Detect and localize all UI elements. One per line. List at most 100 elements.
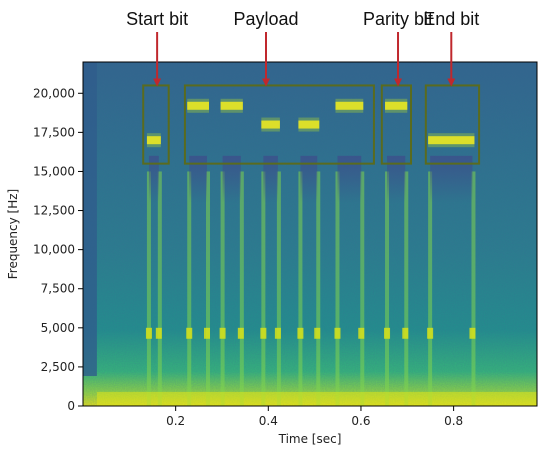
burst-tone-band — [220, 101, 243, 110]
x-tick-label: 0.6 — [351, 414, 370, 428]
y-tick-label: 5,000 — [41, 321, 75, 335]
burst-click-column — [206, 171, 211, 406]
axes: 0.2 0.4 0.6 0.8 0 2,500 5,000 7,500 10,000 12,500… — [33, 86, 463, 428]
burst-harmonic-mark — [334, 327, 341, 339]
burst-harmonic-mark — [358, 327, 365, 339]
burst-tail — [387, 155, 406, 203]
burst-harmonic-mark — [145, 327, 152, 339]
y-tick-label: 17,500 — [33, 125, 75, 139]
burst-tone-glow — [385, 98, 408, 113]
burst-tail — [148, 155, 159, 203]
burst-tone-band — [187, 101, 210, 110]
annotation-arrow-head — [261, 78, 270, 87]
annotation: Payload — [183, 9, 375, 165]
tone-burst — [384, 98, 409, 406]
tone-burst — [334, 98, 365, 406]
x-axis-label: Time [sec] — [278, 432, 342, 446]
burst-harmonic-mark — [427, 327, 434, 339]
burst-tail — [337, 155, 362, 203]
burst-tone-band — [335, 101, 364, 110]
burst-tail — [222, 155, 241, 203]
burst-harmonic-mark — [155, 327, 162, 339]
burst-tone-band — [146, 136, 161, 145]
burst-click-column — [404, 171, 409, 406]
burst-click-column — [298, 171, 303, 406]
annotation-label: Parity bit — [363, 9, 433, 29]
x-tick-label: 0.8 — [444, 414, 463, 428]
burst-harmonic-mark — [204, 327, 211, 339]
burst-click-column — [239, 171, 244, 406]
burst-tone-glow — [428, 133, 475, 148]
burst-tail — [263, 155, 278, 203]
annotation: Start bit — [126, 9, 188, 165]
burst-click-column — [471, 171, 476, 406]
burst-harmonic-mark — [297, 327, 304, 339]
burst-harmonic-mark — [384, 327, 391, 339]
annotation-arrow-head — [447, 78, 456, 87]
annotation-label: End bit — [423, 9, 479, 29]
burst-tail — [189, 155, 208, 203]
y-tick-label: 12,500 — [33, 204, 75, 218]
burst-tone-glow — [220, 98, 243, 113]
burst-click-column — [146, 171, 151, 406]
burst-harmonic-mark — [274, 327, 281, 339]
x-tick-label: 0.2 — [166, 414, 185, 428]
tone-burst — [260, 117, 281, 406]
y-axis-label: Frequency [Hz] — [6, 189, 20, 280]
spectrogram-noise — [83, 62, 537, 406]
annotation: Parity bit — [363, 9, 433, 165]
low-frequency-floor — [96, 391, 537, 406]
burst-click-column — [428, 171, 433, 406]
burst-click-column — [385, 171, 390, 406]
burst-tone-band — [298, 120, 320, 129]
y-tick-label: 10,000 — [33, 243, 75, 257]
burst-harmonic-mark — [186, 327, 193, 339]
burst-click-column — [335, 171, 340, 406]
annotation-arrow-head — [394, 78, 403, 87]
burst-tone-band — [428, 136, 475, 145]
burst-click-column — [276, 171, 281, 406]
annotation-box — [380, 84, 412, 165]
tone-burst — [297, 117, 321, 406]
burst-click-column — [316, 171, 321, 406]
burst-click-column — [261, 171, 266, 406]
annotation-label: Start bit — [126, 9, 188, 29]
burst-tone-glow — [261, 117, 280, 132]
burst-click-column — [157, 171, 162, 406]
burst-tone-glow — [187, 98, 210, 113]
tone-burst — [219, 98, 244, 406]
y-tick-label: 15,000 — [33, 164, 75, 178]
tone-burst — [186, 98, 211, 406]
y-tick-label: 20,000 — [33, 86, 75, 100]
burst-tone-band — [261, 120, 280, 129]
burst-harmonic-mark — [314, 327, 321, 339]
y-tick-label: 2,500 — [41, 360, 75, 374]
annotation-arrow-head — [153, 78, 162, 87]
annotation-box — [183, 84, 375, 165]
annotation-box — [142, 84, 170, 165]
burst-tone-glow — [146, 133, 161, 148]
annotation: End bit — [423, 9, 481, 165]
burst-harmonic-mark — [469, 327, 476, 339]
annotation-box — [424, 84, 481, 165]
burst-harmonic-mark — [402, 327, 409, 339]
burst-tone-glow — [298, 117, 320, 132]
burst-click-column — [360, 171, 365, 406]
burst-harmonic-mark — [260, 327, 267, 339]
burst-harmonic-mark — [237, 327, 244, 339]
burst-click-column — [187, 171, 192, 406]
burst-tone-glow — [335, 98, 364, 113]
burst-tone-band — [385, 101, 408, 110]
leading-silence — [83, 62, 97, 376]
plot-frame — [82, 61, 538, 407]
y-tick-label: 0 — [67, 399, 75, 413]
tone-burst — [145, 133, 162, 406]
burst-harmonic-mark — [219, 327, 226, 339]
x-tick-label: 0.4 — [259, 414, 278, 428]
annotation-label: Payload — [233, 9, 298, 29]
burst-click-column — [220, 171, 225, 406]
burst-tail — [300, 155, 318, 203]
spectrogram-plot-area — [83, 62, 537, 406]
